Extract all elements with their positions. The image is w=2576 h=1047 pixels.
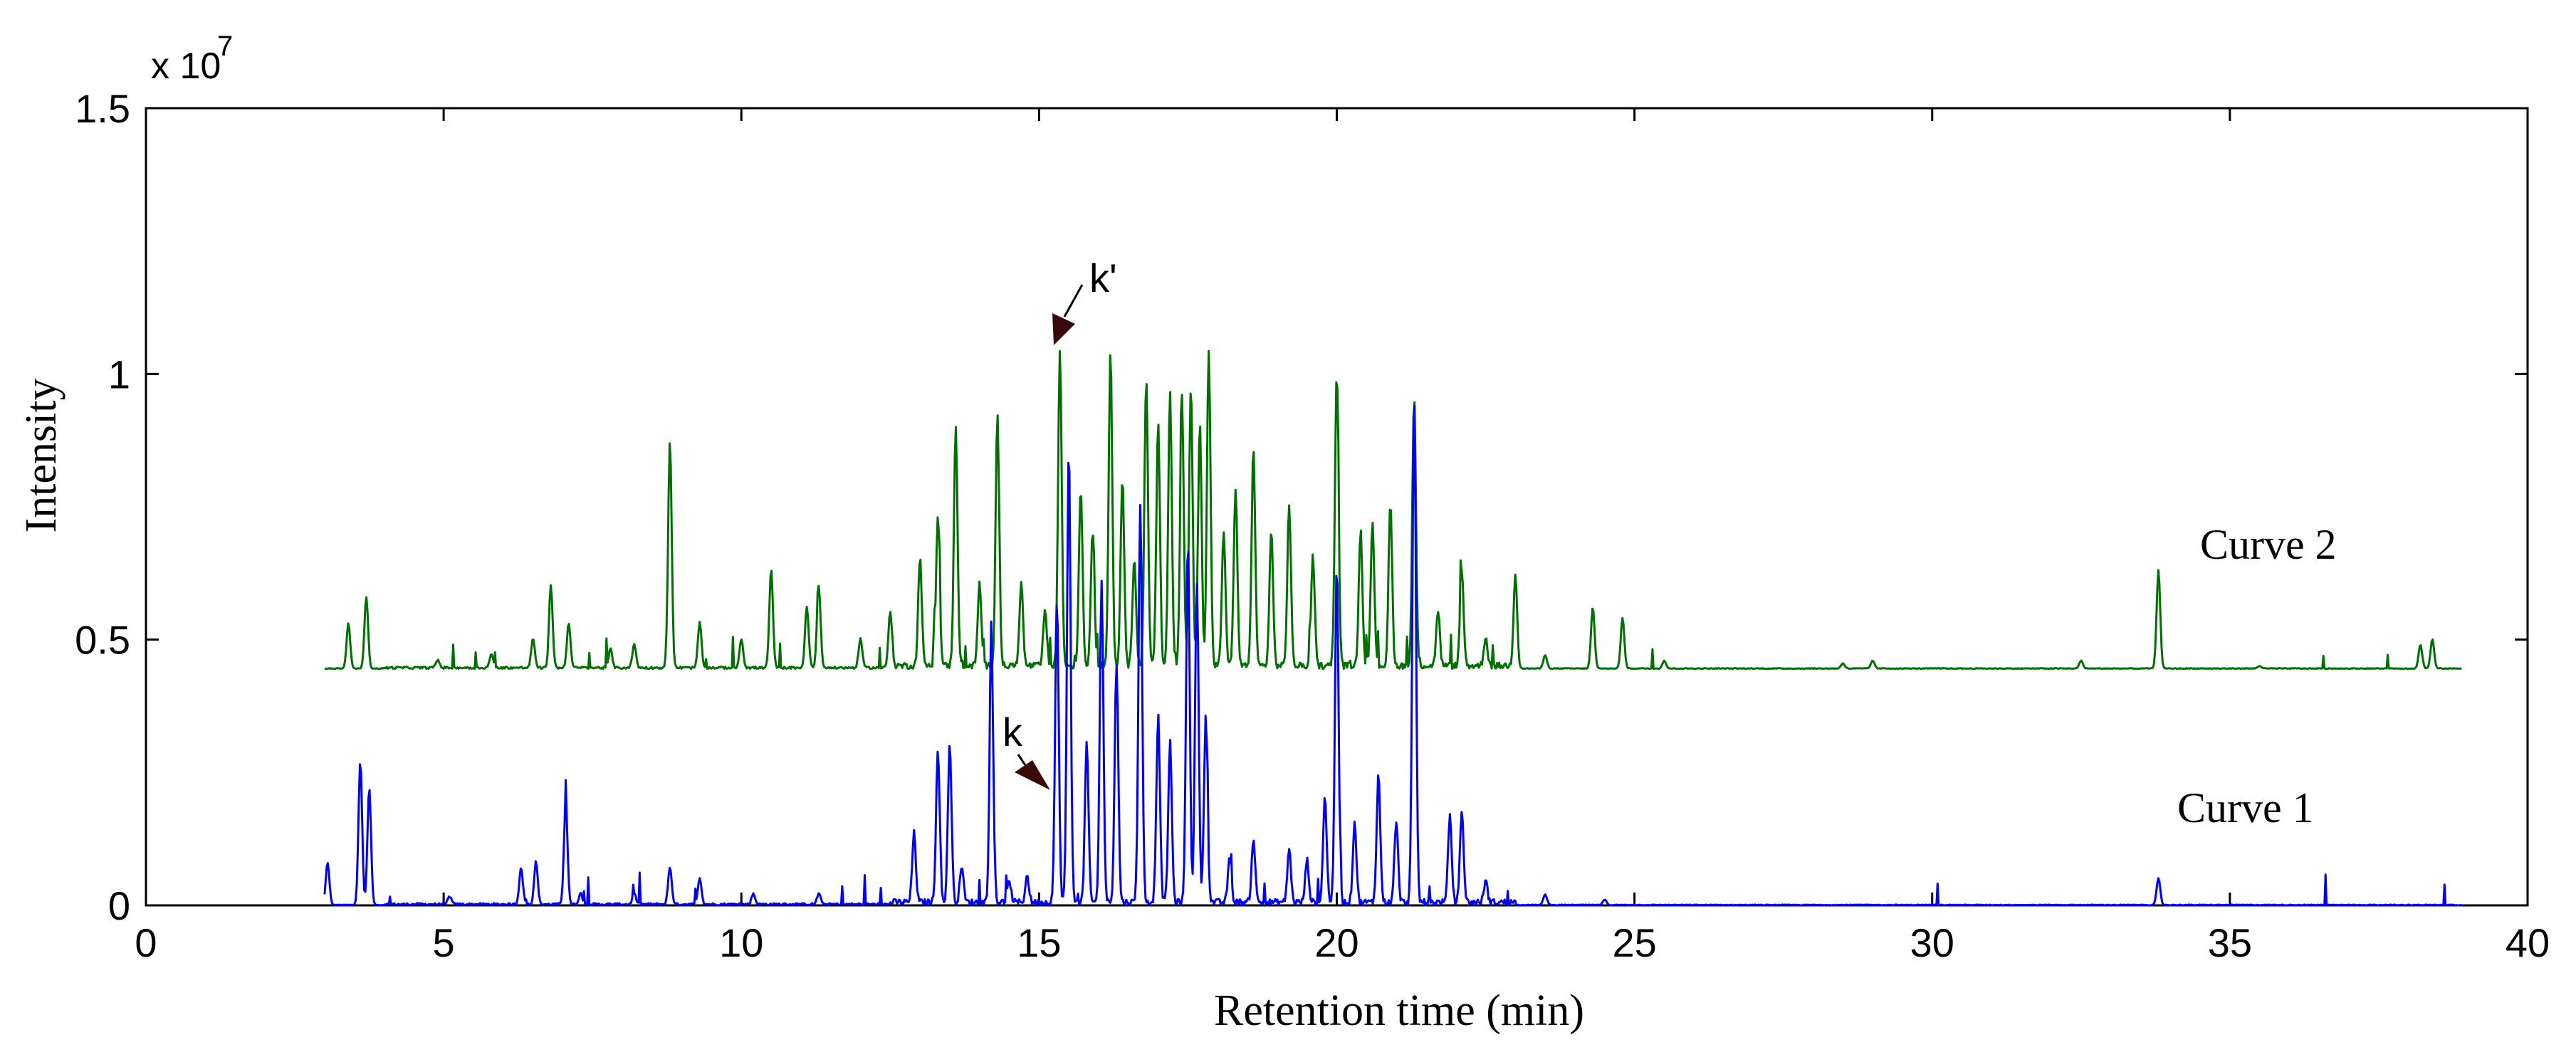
axis-ticks: [145, 107, 2529, 907]
annotation-k: k: [1002, 710, 1050, 790]
k-arrow-shaft: [1017, 754, 1027, 766]
x-tick-label: 0: [135, 920, 157, 965]
y-tick-label: 0.5: [75, 618, 130, 663]
k-label: k: [1002, 710, 1023, 754]
x-tick-label: 35: [2208, 920, 2252, 965]
y-axis-title: Intensity: [17, 379, 66, 533]
curve-1-label: Curve 1: [2177, 784, 2314, 831]
series-layer: [323, 349, 2462, 907]
x-tick-label: 40: [2506, 920, 2550, 965]
x-tick-label: 30: [1910, 920, 1954, 965]
x-tick-label: 20: [1314, 920, 1358, 965]
axis-labels: 0 5 10 15 20 25 30 35 40 0 0.5 1 1.5: [75, 86, 2550, 965]
y-tick-label: 1: [108, 352, 130, 396]
x-tick-label: 5: [433, 920, 455, 965]
plot-frame: [145, 107, 2529, 907]
k-arrow-head: [1015, 760, 1050, 790]
x-tick-label: 10: [719, 920, 763, 965]
x-axis-title: Retention time (min): [1214, 987, 1584, 1035]
curve-2-line: [324, 349, 2462, 670]
y-exponent-power: 7: [217, 31, 233, 62]
x-tick-label: 15: [1017, 920, 1061, 965]
curve-2-label: Curve 2: [2200, 521, 2337, 568]
k-prime-arrow-head: [1052, 313, 1075, 345]
y-exponent-label: x 10: [151, 46, 221, 87]
curve-1-line: [323, 404, 2462, 907]
y-tick-label: 0: [108, 883, 130, 928]
k-prime-arrow-shaft: [1063, 284, 1084, 317]
k-prime-label: k': [1089, 256, 1117, 300]
annotation-k-prime: k': [1052, 256, 1117, 345]
y-tick-label: 1.5: [75, 86, 130, 131]
x-tick-label: 25: [1612, 920, 1656, 965]
